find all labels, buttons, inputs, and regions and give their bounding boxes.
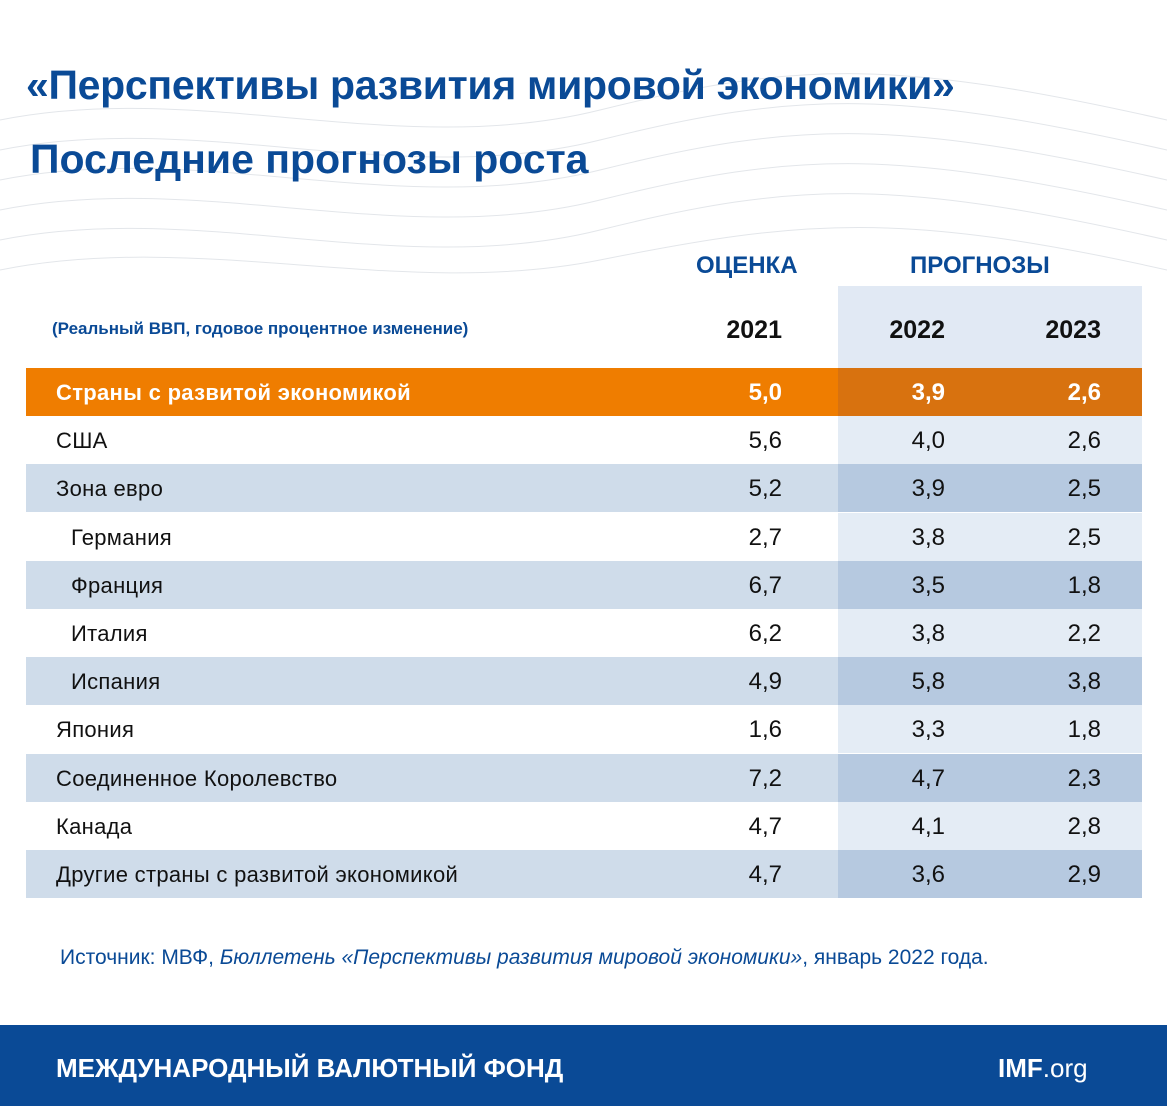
forecast-shade xyxy=(838,705,1142,754)
column-header: 2023 xyxy=(1045,316,1101,344)
group-label: ПРОГНОЗЫ xyxy=(910,252,1050,279)
row-label: США xyxy=(56,428,108,454)
row-label: Зона евро xyxy=(56,476,164,502)
site-rest: .org xyxy=(1042,1053,1088,1083)
background-mesh xyxy=(0,73,1167,274)
forecast-shade xyxy=(838,560,1142,609)
table-row: Соединенное Королевство 7,2 4,7 2,3 xyxy=(26,753,1142,802)
cell-value: 1,8 xyxy=(1067,716,1101,744)
cell-value: 3,8 xyxy=(1067,668,1101,696)
cell-value: 2,2 xyxy=(1067,620,1101,647)
title: «Перспективы развития мировой экономики» xyxy=(26,62,955,108)
total-row: Страны с развитой экономикой 5,0 3,9 2,6 xyxy=(26,368,1142,416)
cell-value: 2,3 xyxy=(1067,764,1101,792)
cell-value: 5,2 xyxy=(748,475,782,503)
site: IMF.org xyxy=(998,1053,1088,1084)
forecast-shade xyxy=(838,464,1142,513)
cell-value: 5,0 xyxy=(748,379,782,406)
subtitle: Последние прогнозы роста xyxy=(30,136,589,182)
table-row: Испания 4,9 5,8 3,8 xyxy=(26,657,1142,706)
column-header: 2022 xyxy=(889,316,945,344)
cell-value: 1,8 xyxy=(1067,571,1101,599)
cell-value: 3,9 xyxy=(911,475,945,503)
row-label: Франция xyxy=(71,572,164,598)
source-title: Бюллетень «Перспективы развития мировой … xyxy=(219,946,803,969)
cell-value: 2,6 xyxy=(1067,379,1101,406)
forecast-shade xyxy=(838,850,1142,898)
organization: МЕЖДУНАРОДНЫЙ ВАЛЮТНЫЙ ФОНД xyxy=(56,1053,564,1083)
cell-value: 2,8 xyxy=(1067,812,1101,840)
source: Источник: МВФ, Бюллетень «Перспективы ра… xyxy=(60,946,989,970)
site-bold: IMF xyxy=(998,1053,1043,1083)
cell-value: 3,6 xyxy=(911,861,945,888)
table-row: Италия 6,2 3,8 2,2 xyxy=(26,609,1142,657)
row-label: Италия xyxy=(71,621,148,646)
cell-value: 7,2 xyxy=(748,764,782,792)
row-label: Испания xyxy=(71,669,161,695)
table-row: Другие страны с развитой экономикой 4,7 3,… xyxy=(26,850,1142,898)
cell-value: 4,0 xyxy=(911,427,945,455)
cell-value: 3,8 xyxy=(911,620,945,647)
cell-value: 1,6 xyxy=(748,716,782,744)
cell-value: 3,3 xyxy=(911,716,945,744)
forecast-shade xyxy=(838,512,1142,561)
table-row: Зона евро 5,2 3,9 2,5 xyxy=(26,464,1142,513)
cell-value: 2,7 xyxy=(748,523,782,551)
cell-value: 4,1 xyxy=(911,812,945,840)
forecast-shade xyxy=(838,416,1142,465)
table-row: Франция 6,7 3,5 1,8 xyxy=(26,560,1142,609)
cell-value: 2,9 xyxy=(1067,861,1101,888)
cell-value: 5,8 xyxy=(911,668,945,696)
forecast-shade xyxy=(838,753,1142,802)
table-row: Германия 2,7 3,8 2,5 xyxy=(26,512,1142,561)
source-text: , январь 2022 года. xyxy=(802,946,989,969)
row-label: Япония xyxy=(56,717,135,743)
forecast-shade xyxy=(838,801,1142,850)
footer-band xyxy=(0,1025,1167,1106)
table-row: Япония 1,6 3,3 1,8 xyxy=(26,705,1142,754)
table-row: США 5,6 4,0 2,6 xyxy=(26,416,1142,465)
group-label: ОЦЕНКА xyxy=(696,252,798,279)
row-label: Страны с развитой экономикой xyxy=(56,380,411,405)
cell-value: 4,9 xyxy=(748,668,782,696)
forecast-header-shade xyxy=(838,286,1142,368)
cell-value: 6,2 xyxy=(748,620,782,647)
cell-value: 4,7 xyxy=(748,812,782,840)
cell-value: 3,5 xyxy=(911,571,945,599)
cell-value: 2,5 xyxy=(1067,475,1101,503)
forecast-shade xyxy=(838,368,1142,416)
table-row: Канада 4,7 4,1 2,8 xyxy=(26,801,1142,850)
cell-value: 4,7 xyxy=(911,764,945,792)
cell-value: 6,7 xyxy=(748,571,782,599)
table-note: (Реальный ВВП, годовое процентное измене… xyxy=(52,319,469,338)
source-text: Источник: МВФ, xyxy=(60,946,220,969)
cell-value: 2,6 xyxy=(1067,427,1101,455)
cell-value: 3,8 xyxy=(911,523,945,551)
cell-value: 3,9 xyxy=(911,379,945,406)
column-header: 2021 xyxy=(726,316,782,344)
cell-value: 4,7 xyxy=(748,861,782,888)
row-label: Германия xyxy=(71,524,173,550)
cell-value: 5,6 xyxy=(748,427,782,455)
row-label: Соединенное Королевство xyxy=(56,765,338,791)
forecast-shade xyxy=(838,657,1142,706)
forecast-shade xyxy=(838,609,1142,657)
row-label: Канада xyxy=(56,813,133,839)
row-label: Другие страны с развитой экономикой xyxy=(56,862,459,887)
cell-value: 2,5 xyxy=(1067,523,1101,551)
